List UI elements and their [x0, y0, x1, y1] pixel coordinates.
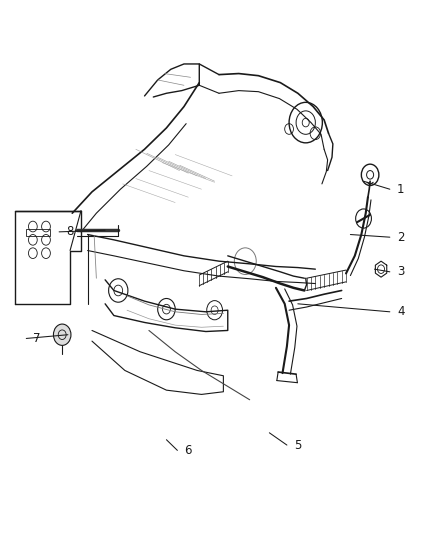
Text: 5: 5 [294, 439, 301, 451]
Text: 2: 2 [397, 231, 405, 244]
Text: 1: 1 [397, 183, 405, 196]
Text: 3: 3 [397, 265, 404, 278]
Circle shape [53, 324, 71, 345]
Text: 6: 6 [184, 444, 192, 457]
Text: 4: 4 [397, 305, 405, 318]
Text: 7: 7 [33, 332, 41, 345]
Text: 8: 8 [67, 225, 74, 238]
Bar [26, 229, 50, 236]
